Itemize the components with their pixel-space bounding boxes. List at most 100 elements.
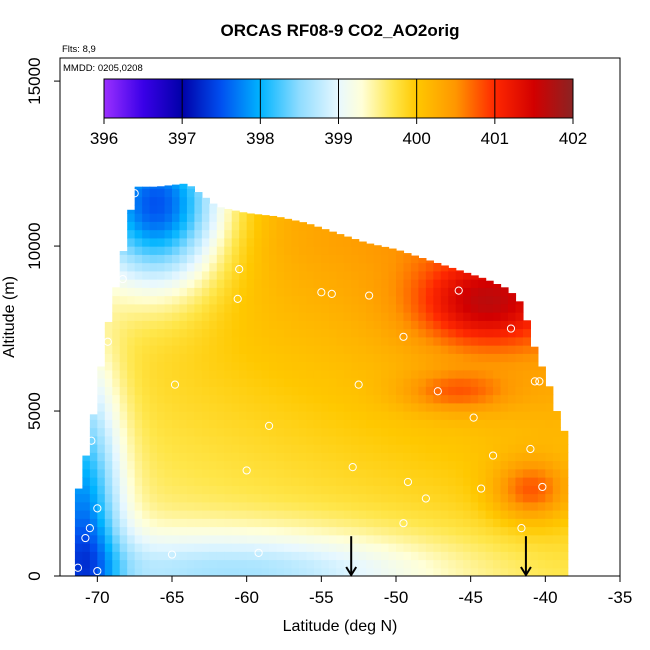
heatmap-cell: [119, 468, 128, 478]
heatmap-cell: [284, 320, 293, 330]
heatmap-cell: [425, 485, 434, 495]
heatmap-cell: [284, 526, 293, 536]
heatmap-cell: [246, 394, 255, 404]
heatmap-cell: [321, 353, 330, 363]
heatmap-cell: [388, 262, 397, 272]
heatmap-cell: [119, 303, 128, 313]
heatmap-cell: [373, 320, 382, 330]
heatmap-cell: [537, 493, 546, 503]
heatmap-cell: [224, 402, 233, 412]
heatmap-cell: [388, 345, 397, 354]
heatmap-cell: [313, 559, 322, 569]
heatmap-cell: [134, 468, 143, 478]
heatmap-cell: [119, 287, 128, 297]
heatmap-cell: [239, 510, 248, 519]
heatmap-cell: [433, 270, 442, 280]
heatmap-cell: [358, 477, 367, 486]
heatmap-cell: [470, 353, 479, 363]
heatmap-cell: [313, 427, 322, 437]
heatmap-cell: [134, 419, 143, 429]
heatmap-cell: [164, 328, 173, 338]
heatmap-cell: [373, 551, 382, 561]
heatmap-cell: [172, 543, 181, 552]
heatmap-cell: [388, 394, 397, 404]
heatmap-cell: [201, 394, 210, 404]
heatmap-cell: [448, 369, 457, 379]
heatmap-cell: [172, 526, 181, 536]
heatmap-cell: [157, 444, 166, 453]
heatmap-cell: [239, 452, 248, 462]
heatmap-cell: [493, 543, 502, 552]
heatmap-cell: [537, 386, 546, 396]
heatmap-cell: [149, 312, 158, 321]
heatmap-cell: [396, 287, 405, 297]
heatmap-cell: [313, 229, 322, 239]
heatmap-cell: [328, 468, 337, 478]
heatmap-cell: [276, 237, 285, 247]
heatmap-cell: [239, 369, 248, 379]
heatmap-cell: [261, 328, 270, 338]
heatmap-cell: [351, 477, 360, 486]
heatmap-cell: [186, 328, 195, 338]
heatmap-cell: [74, 543, 83, 552]
heatmap-cell: [470, 303, 479, 313]
heatmap-cell: [403, 345, 412, 354]
heatmap-cell: [298, 526, 307, 536]
heatmap-cell: [149, 221, 158, 231]
heatmap-cell: [209, 518, 218, 528]
heatmap-cell: [254, 221, 263, 231]
heatmap-cell: [157, 534, 166, 544]
heatmap-cell: [440, 551, 449, 561]
heatmap-cell: [500, 452, 509, 462]
heatmap-cell: [194, 345, 203, 354]
heatmap-cell: [470, 526, 479, 536]
heatmap-cell: [321, 386, 330, 396]
heatmap-cell: [343, 287, 352, 297]
heatmap-cell: [291, 336, 300, 346]
heatmap-cell: [112, 567, 121, 576]
heatmap-cell: [261, 468, 270, 478]
heatmap-cell: [142, 262, 151, 272]
heatmap-cell: [209, 279, 218, 288]
heatmap-cell: [82, 518, 91, 528]
heatmap-cell: [328, 452, 337, 462]
heatmap-cell: [358, 378, 367, 387]
heatmap-cell: [127, 485, 136, 495]
heatmap-cell: [522, 452, 531, 462]
heatmap-cell: [463, 419, 472, 429]
heatmap-cell: [366, 361, 375, 371]
heatmap-cell: [485, 345, 494, 354]
heatmap-cell: [328, 295, 337, 305]
heatmap-cell: [82, 510, 91, 519]
heatmap-cell: [298, 419, 307, 429]
heatmap-cell: [313, 411, 322, 420]
heatmap-cell: [500, 501, 509, 511]
heatmap-cell: [172, 378, 181, 387]
heatmap-cell: [231, 411, 240, 420]
heatmap-cell: [336, 444, 345, 453]
heatmap-cell: [351, 303, 360, 313]
heatmap-cell: [209, 270, 218, 280]
heatmap-cell: [403, 477, 412, 486]
heatmap-cell: [179, 361, 188, 371]
heatmap-cell: [284, 493, 293, 503]
heatmap-cell: [396, 320, 405, 330]
heatmap-cell: [336, 477, 345, 486]
heatmap-cell: [276, 345, 285, 354]
heatmap-cell: [164, 287, 173, 297]
heatmap-cell: [410, 510, 419, 519]
heatmap-cell: [186, 501, 195, 511]
heatmap-cell: [321, 279, 330, 288]
heatmap-cell: [560, 510, 569, 519]
heatmap-cell: [388, 493, 397, 503]
heatmap-cell: [209, 287, 218, 297]
heatmap-cell: [478, 559, 487, 569]
heatmap-cell: [142, 303, 151, 313]
heatmap-cell: [239, 246, 248, 255]
heatmap-cell: [306, 501, 315, 511]
heatmap-cell: [440, 279, 449, 288]
heatmap-cell: [336, 543, 345, 552]
heatmap-cell: [127, 279, 136, 288]
heatmap-cell: [478, 345, 487, 354]
heatmap-cell: [216, 279, 225, 288]
